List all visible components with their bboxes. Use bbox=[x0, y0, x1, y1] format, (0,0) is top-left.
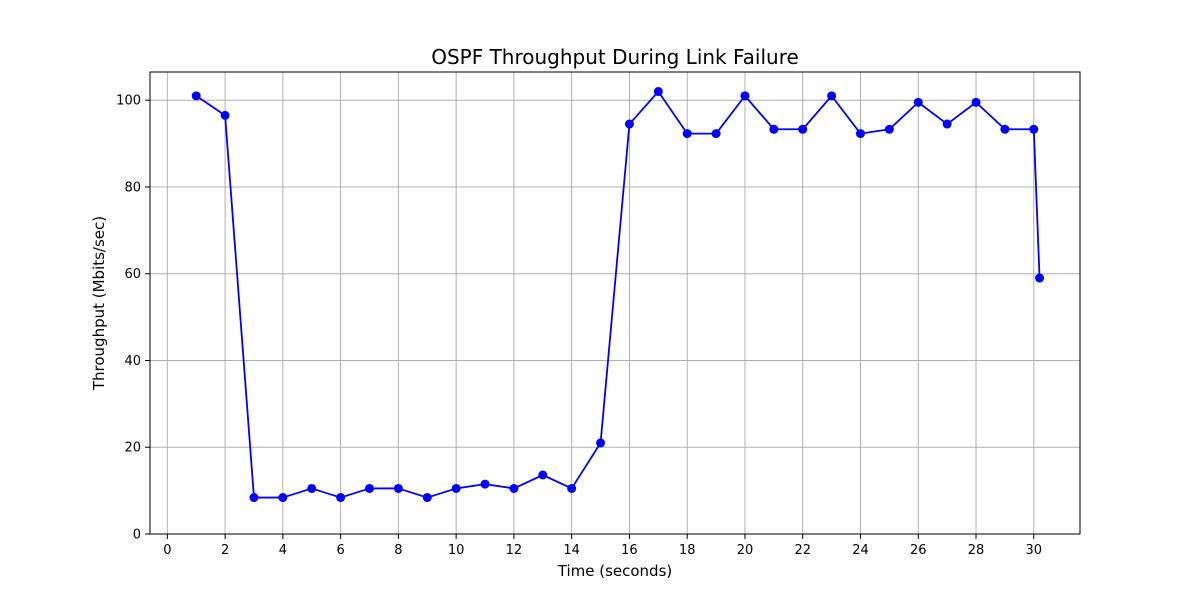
chart-title: OSPF Throughput During Link Failure bbox=[431, 45, 799, 69]
data-point bbox=[942, 119, 952, 129]
data-point bbox=[827, 91, 837, 101]
data-point bbox=[624, 119, 634, 129]
x-tick-label: 28 bbox=[968, 543, 985, 558]
y-tick-label: 20 bbox=[124, 441, 141, 456]
data-point bbox=[480, 479, 490, 489]
x-tick-label: 16 bbox=[621, 543, 638, 558]
data-point bbox=[1035, 273, 1045, 283]
data-point bbox=[307, 483, 317, 493]
x-tick-label: 20 bbox=[737, 543, 754, 558]
data-point bbox=[769, 124, 779, 134]
y-tick-label: 80 bbox=[124, 180, 141, 195]
plot-area-frame bbox=[149, 71, 1081, 535]
data-point bbox=[884, 124, 894, 134]
data-point bbox=[220, 110, 230, 120]
data-point bbox=[855, 129, 865, 139]
series-group bbox=[191, 87, 1045, 503]
data-point bbox=[740, 91, 750, 101]
data-point bbox=[567, 483, 577, 493]
y-tick-label: 60 bbox=[124, 267, 141, 282]
data-point bbox=[971, 97, 981, 107]
x-tick-label: 6 bbox=[336, 543, 344, 558]
x-tick-label: 30 bbox=[1026, 543, 1043, 558]
x-tick-label: 2 bbox=[221, 543, 229, 558]
x-tick-label: 24 bbox=[852, 543, 869, 558]
grid-lines bbox=[150, 72, 1080, 535]
x-tick-label: 4 bbox=[279, 543, 287, 558]
data-point bbox=[1000, 124, 1010, 134]
x-tick-label: 12 bbox=[506, 543, 523, 558]
data-point bbox=[249, 493, 259, 503]
x-tick-label: 8 bbox=[394, 543, 402, 558]
x-tick-label: 22 bbox=[794, 543, 811, 558]
data-point bbox=[451, 483, 461, 493]
x-tick-label: 14 bbox=[563, 543, 580, 558]
data-point bbox=[422, 493, 432, 503]
data-point bbox=[278, 493, 288, 503]
data-point bbox=[913, 97, 923, 107]
x-tick-label: 10 bbox=[448, 543, 465, 558]
data-point bbox=[509, 483, 519, 493]
data-point bbox=[365, 483, 375, 493]
data-point bbox=[596, 438, 606, 448]
x-tick-label: 0 bbox=[163, 543, 171, 558]
data-point bbox=[1029, 124, 1039, 134]
x-tick-label: 18 bbox=[679, 543, 696, 558]
y-tick-label: 0 bbox=[133, 528, 141, 543]
data-point bbox=[711, 129, 721, 139]
data-point bbox=[393, 483, 403, 493]
series-line bbox=[195, 90, 1041, 499]
x-axis-label: Time (seconds) bbox=[557, 562, 673, 580]
data-point bbox=[336, 493, 346, 503]
y-axis-label: Throughput (Mbits/sec) bbox=[90, 216, 108, 391]
data-point bbox=[191, 91, 201, 101]
y-tick-label: 40 bbox=[124, 354, 141, 369]
data-point bbox=[538, 470, 548, 480]
data-point bbox=[682, 129, 692, 139]
data-point bbox=[653, 87, 663, 97]
data-point bbox=[798, 124, 808, 134]
x-tick-label: 26 bbox=[910, 543, 927, 558]
y-tick-label: 100 bbox=[116, 94, 141, 109]
